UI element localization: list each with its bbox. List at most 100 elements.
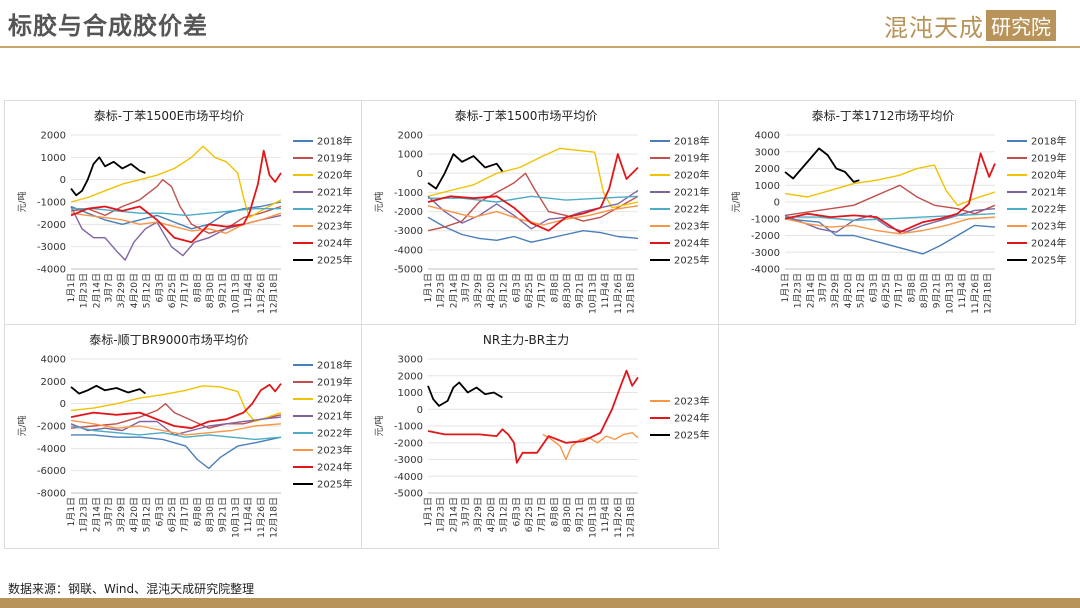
x-tick-label: 7月17日 [180, 273, 191, 308]
x-tick-label: 5月12日 [142, 273, 153, 308]
series-line-2018 [784, 218, 996, 255]
legend-label: 2021年 [674, 186, 709, 199]
x-tick-label: 10月13日 [587, 273, 598, 314]
y-tick-label: -8000 [37, 489, 66, 500]
series-line-2022 [785, 213, 996, 222]
y-tick-label: 1000 [398, 150, 423, 161]
y-tick-label: 2000 [398, 371, 423, 382]
x-tick-label: 11月26日 [256, 497, 267, 538]
x-tick-label: 8月30日 [562, 497, 573, 532]
y-tick-label: 4000 [755, 131, 780, 142]
x-tick-label: 6月3日 [154, 273, 165, 302]
page-title: 标胶与合成胶价差 [8, 12, 208, 40]
x-tick-label: 1月23日 [79, 273, 90, 308]
footer-bar [0, 598, 1080, 608]
chart-bzt1500: 泰标-丁苯1500市场平均价 2000 1000 0 -1000 -2000 -3000 -4… [373, 108, 709, 314]
legend-label: 2022年 [317, 203, 352, 216]
x-tick-label: 1月1日 [423, 273, 434, 302]
legend-label: 2020年 [317, 169, 352, 182]
x-tick-label: 10月13日 [944, 273, 955, 314]
chart-bzt1500e: 泰标-丁苯1500E市场平均价 2000 1000 0 -1000 -2000 -3000 -… [16, 108, 352, 314]
y-axis-label: 元/吨 [730, 191, 742, 212]
x-tick-label: 2月14日 [91, 273, 102, 308]
series-line-2024 [70, 383, 282, 430]
legend-label: 2021年 [317, 186, 352, 199]
y-tick-label: -6000 [37, 466, 66, 477]
y-tick-label: -2000 [394, 438, 423, 449]
legend-label: 2025年 [317, 478, 352, 491]
x-tick-label: 5月12日 [499, 273, 510, 308]
x-tick-label: 3月29日 [830, 273, 841, 308]
x-tick-label: 8月30日 [205, 497, 216, 532]
legend-label: 2022年 [674, 203, 709, 216]
x-tick-label: 9月21日 [932, 273, 943, 308]
legend-label: 2018年 [1031, 135, 1066, 148]
legend-label: 2025年 [317, 254, 352, 267]
brand-logo: 混沌天成 研究院 [884, 8, 1056, 43]
x-tick-label: 9月21日 [218, 273, 229, 308]
series-line-2023 [70, 419, 282, 436]
x-tick-label: 11月4日 [243, 273, 254, 308]
series-line-2022 [70, 425, 282, 441]
chart-title: 泰标-丁苯1712市场平均价 [812, 108, 955, 123]
legend-label: 2019年 [317, 152, 352, 165]
y-tick-label: -4000 [37, 265, 66, 276]
x-tick-label: 1月23日 [793, 273, 804, 308]
y-tick-label: -3000 [394, 455, 423, 466]
x-tick-label: 2月14日 [805, 273, 816, 308]
x-tick-label: 3月29日 [473, 497, 484, 532]
legend-label: 2018年 [317, 359, 352, 372]
x-tick-label: 7月17日 [180, 497, 191, 532]
x-tick-label: 4月20日 [486, 273, 497, 308]
y-tick-label: -3000 [751, 248, 780, 259]
y-tick-label: -2000 [37, 422, 66, 433]
y-tick-label: 2000 [398, 131, 423, 142]
y-tick-label: -2000 [751, 231, 780, 242]
legend-label: 2025年 [674, 429, 709, 442]
chart-title: 泰标-丁苯1500市场平均价 [455, 108, 598, 123]
y-tick-label: -1000 [394, 188, 423, 199]
series-line-2020 [427, 147, 639, 209]
x-tick-label: 8月8日 [192, 497, 203, 526]
series-line-2024 [70, 149, 282, 244]
header: 标胶与合成胶价差 混沌天成 研究院 [0, 0, 1080, 46]
series-line-2019 [70, 179, 282, 234]
chart-cell-3: 泰标-丁苯1712市场平均价 4000 3000 2000 1000 0 -1000 -200… [718, 100, 1076, 325]
y-axis-label: 元/吨 [373, 415, 385, 436]
y-tick-label: -4000 [751, 265, 780, 276]
y-axis-label: 元/吨 [16, 415, 28, 436]
x-tick-label: 10月13日 [230, 497, 241, 538]
y-tick-label: -5000 [394, 265, 423, 276]
header-divider [0, 46, 1080, 48]
x-tick-label: 1月1日 [66, 273, 77, 302]
y-tick-label: 1000 [755, 181, 780, 192]
y-tick-label: 2000 [41, 131, 66, 142]
x-tick-label: 6月25日 [524, 497, 535, 532]
x-tick-label: 8月8日 [549, 273, 560, 302]
x-tick-label: 5月12日 [142, 497, 153, 532]
x-tick-label: 4月20日 [486, 497, 497, 532]
y-axis-label: 元/吨 [373, 191, 385, 212]
x-tick-label: 8月8日 [192, 273, 203, 302]
series-line-2022 [428, 195, 639, 203]
x-tick-label: 8月30日 [562, 273, 573, 308]
y-tick-label: -4000 [37, 444, 66, 455]
x-tick-label: 2月14日 [448, 273, 459, 308]
series-line-2019 [70, 403, 282, 429]
x-tick-label: 12月18日 [269, 273, 280, 314]
x-tick-label: 8月8日 [549, 497, 560, 526]
legend-label: 2020年 [674, 169, 709, 182]
legend-label: 2024年 [1031, 237, 1066, 250]
x-tick-label: 1月1日 [423, 497, 434, 526]
y-tick-label: -1000 [751, 214, 780, 225]
series-line-2022 [71, 208, 281, 217]
legend-label: 2020年 [317, 393, 352, 406]
series-line-2019 [784, 184, 996, 217]
legend-label: 2023年 [317, 444, 352, 457]
x-tick-label: 11月4日 [600, 273, 611, 308]
legend-label: 2019年 [674, 152, 709, 165]
legend-label: 2022年 [1031, 203, 1066, 216]
x-tick-label: 9月21日 [218, 497, 229, 532]
x-tick-label: 8月30日 [205, 273, 216, 308]
y-tick-label: -3000 [394, 226, 423, 237]
